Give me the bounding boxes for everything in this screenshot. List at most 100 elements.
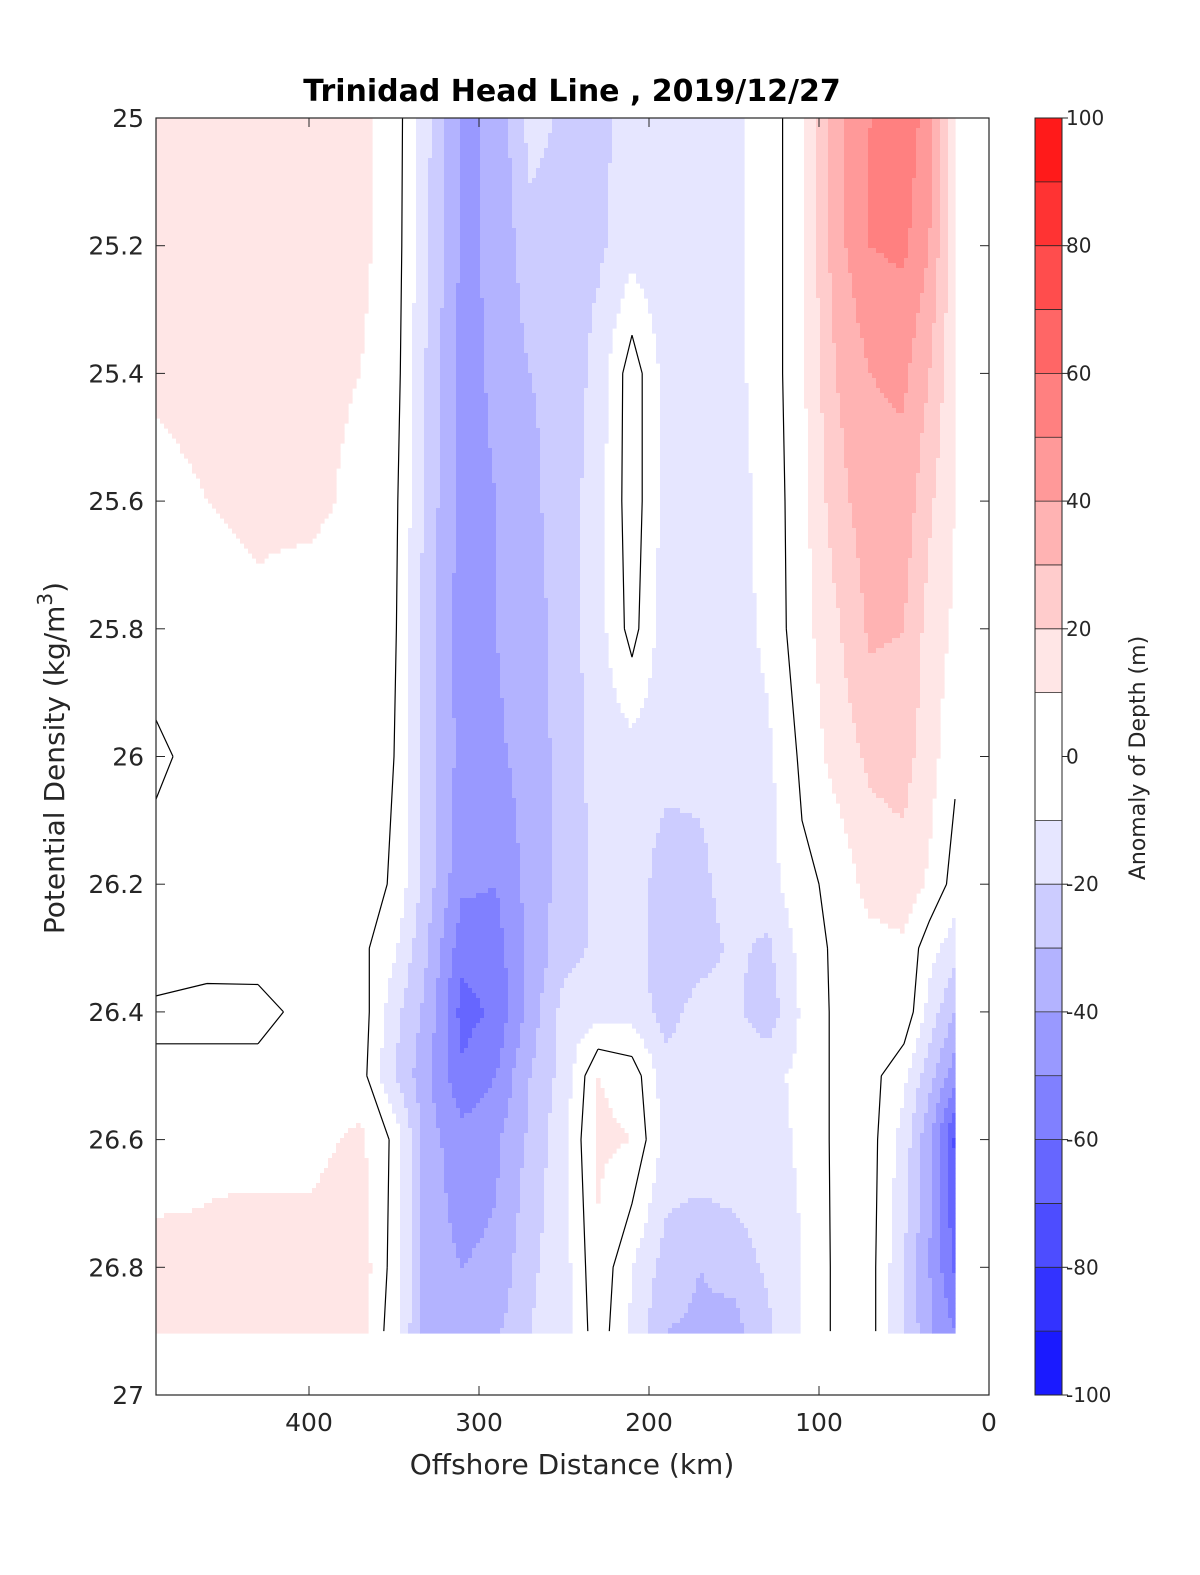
contour-cell — [508, 1308, 533, 1314]
contour-cell — [932, 1078, 945, 1084]
contour-cell — [820, 303, 833, 309]
contour-cell — [452, 713, 505, 719]
contour-cell — [920, 658, 945, 664]
contour-cell — [652, 858, 709, 864]
contour-cell — [428, 308, 441, 314]
contour-cell — [932, 363, 945, 369]
contour-cell — [852, 713, 917, 719]
contour-cell — [444, 208, 461, 214]
contour-cell — [416, 928, 429, 934]
contour-cell — [912, 543, 929, 549]
contour-cell — [660, 1118, 789, 1124]
contour-cell — [440, 308, 457, 314]
contour-cell — [392, 968, 409, 974]
contour-cell — [508, 983, 525, 989]
contour-cell — [408, 983, 425, 989]
contour-cell — [580, 508, 605, 514]
contour-cell — [384, 1038, 401, 1044]
contour-cell — [480, 133, 509, 139]
contour-cell — [156, 258, 373, 264]
contour-cell — [932, 1288, 945, 1294]
contour-cell — [524, 993, 541, 999]
contour-cell — [892, 1233, 905, 1239]
x-tick-label: 300 — [455, 1408, 503, 1437]
contour-cell — [948, 233, 956, 239]
contour-cell — [436, 648, 453, 654]
contour-cell — [500, 1063, 517, 1069]
contour-cell — [832, 293, 853, 299]
contour-cell — [912, 513, 933, 519]
contour-cell — [580, 583, 605, 589]
contour-cell — [584, 688, 617, 694]
contour-cell — [608, 223, 745, 229]
contour-cell — [156, 353, 361, 359]
contour-cell — [692, 1293, 725, 1299]
contour-cell — [920, 1023, 937, 1029]
contour-cell — [948, 223, 956, 229]
contour-cell — [520, 1178, 545, 1184]
contour-cell — [412, 1163, 421, 1169]
contour-cell — [436, 548, 457, 554]
contour-cell — [608, 193, 745, 199]
contour-cell — [428, 163, 445, 169]
contour-cell — [384, 1008, 401, 1014]
contour-cell — [424, 388, 441, 394]
contour-cell — [400, 1128, 413, 1134]
contour-cell — [484, 298, 521, 304]
contour-cell — [804, 273, 817, 279]
contour-cell — [420, 1303, 509, 1309]
contour-cell — [808, 428, 825, 434]
contour-cell — [948, 253, 956, 259]
contour-cell — [444, 273, 461, 279]
contour-cell — [416, 213, 429, 219]
contour-cell — [496, 493, 541, 499]
contour-cell — [508, 998, 525, 1004]
contour-cell — [436, 763, 457, 769]
contour-cell — [608, 198, 745, 204]
contour-cell — [420, 728, 437, 734]
contour-cell — [428, 273, 445, 279]
contour-cell — [940, 193, 949, 199]
contour-cell — [948, 1153, 956, 1159]
contour-cell — [404, 1098, 417, 1104]
contour-cell — [532, 1318, 573, 1324]
colorbar-tick-label: -100 — [1066, 1383, 1111, 1407]
contour-cell — [932, 1028, 949, 1034]
contour-cell — [436, 623, 453, 629]
contour-cell — [424, 428, 441, 434]
contour-cell — [588, 373, 609, 379]
contour-cell — [652, 1053, 793, 1059]
contour-cell — [916, 733, 941, 739]
contour-cell — [812, 618, 841, 624]
contour-cell — [444, 168, 461, 174]
contour-cell — [156, 1308, 369, 1314]
contour-cell — [700, 1273, 705, 1279]
contour-cell — [504, 1123, 529, 1129]
contour-cell — [436, 723, 457, 729]
contour-cell — [420, 898, 433, 904]
contour-cell — [456, 1103, 477, 1109]
contour-cell — [448, 1213, 493, 1219]
contour-cell — [548, 1153, 569, 1159]
contour-cell — [540, 1248, 569, 1254]
contour-cell — [416, 1048, 433, 1054]
contour-cell — [928, 373, 945, 379]
contour-cell — [408, 698, 421, 704]
contour-cell — [412, 1293, 421, 1299]
contour-cell — [484, 333, 525, 339]
contour-cell — [912, 203, 933, 209]
contour-cell — [824, 438, 845, 444]
contour-cell — [936, 288, 949, 294]
contour-cell — [928, 368, 945, 374]
contour-cell — [420, 1013, 437, 1019]
contour-cell — [804, 193, 817, 199]
contour-cell — [552, 1093, 573, 1099]
contour-cell — [404, 1003, 421, 1009]
contour-cell — [932, 328, 945, 334]
contour-cell — [780, 1013, 801, 1019]
contour-cell — [412, 1173, 421, 1179]
contour-cell — [456, 718, 505, 724]
contour-cell — [896, 1163, 909, 1169]
contour-cell — [920, 1183, 933, 1189]
contour-cell — [168, 428, 345, 434]
